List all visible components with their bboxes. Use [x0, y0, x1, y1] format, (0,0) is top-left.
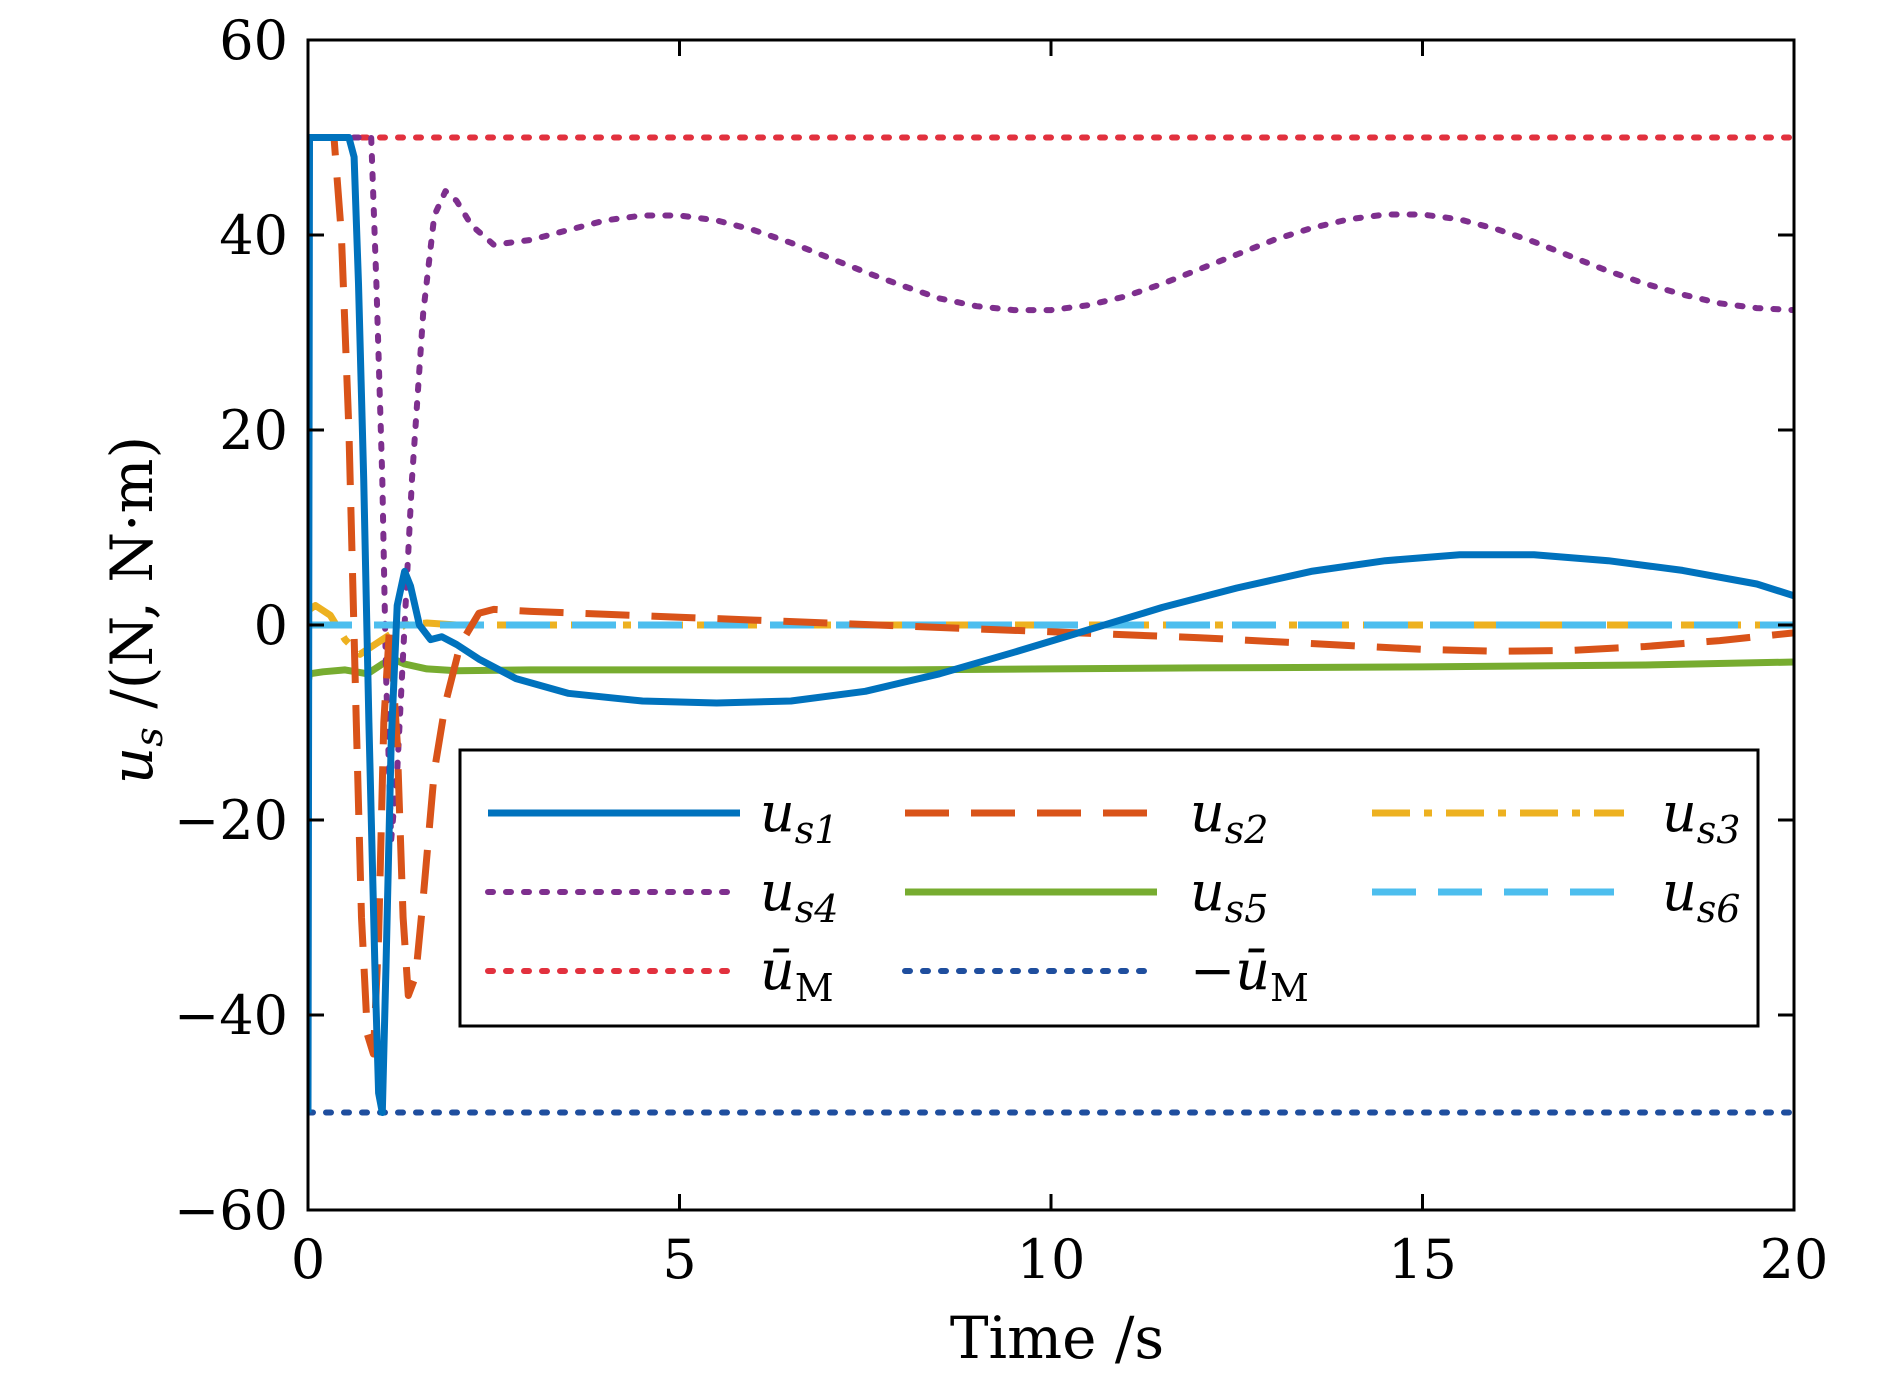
series-line-us5 [308, 655, 1794, 685]
y-tick-label: −40 [174, 984, 288, 1047]
y-tick-label: −60 [174, 1179, 288, 1242]
x-tick-label: 10 [1017, 1228, 1086, 1291]
y-tick-label: −20 [174, 789, 288, 852]
series-line-us1 [308, 134, 1794, 1116]
y-tick-label: 20 [219, 399, 288, 462]
legend-item-us5: us5 [905, 860, 1268, 931]
legend-label: us6 [1662, 860, 1740, 931]
x-tick-label: 5 [662, 1228, 696, 1291]
legend-item--u_M: −ūM [902, 939, 1309, 1010]
legend-label: us3 [1662, 781, 1740, 852]
legend-label: us2 [1190, 781, 1268, 852]
legend-item-us2: us2 [905, 781, 1268, 852]
x-tick-label: 20 [1760, 1228, 1829, 1291]
legend-item-us6: us6 [1372, 860, 1740, 931]
y-tick-label: 0 [254, 594, 288, 657]
x-axis-label: Time /s [950, 1304, 1164, 1372]
series-line-us2 [308, 134, 1794, 1058]
legend-label: us4 [760, 860, 838, 931]
y-axis-label-symbol: u [98, 747, 166, 784]
legend-item-us1: us1 [488, 781, 838, 852]
y-axis-label-sub: s [127, 727, 171, 747]
y-axis-label: us /(N, N·m) [98, 436, 171, 784]
y-tick-label: 60 [219, 9, 288, 72]
svg-text:us /(N, N·m): us /(N, N·m) [98, 436, 171, 784]
x-tick-label: 0 [291, 1228, 325, 1291]
legend-label: ūM [760, 939, 834, 1010]
legend-label: −ūM [1190, 939, 1309, 1010]
legend-label: us5 [1190, 860, 1268, 931]
legend-label: us1 [760, 781, 838, 852]
y-axis-label-units: /(N, N·m) [98, 436, 166, 727]
y-tick-label: 40 [219, 204, 288, 267]
series-line-us4 [308, 134, 1794, 843]
series-layer [308, 134, 1794, 1116]
legend-item-u_M: ūM [485, 939, 834, 1010]
legend-item-us3: us3 [1372, 781, 1740, 852]
legend: us1 us2 us3 us4 us5 us6 ūM −ūM [458, 748, 1760, 1028]
x-tick-label: 15 [1388, 1228, 1457, 1291]
ticks-layer: 0 5 10 15 20 −60 −40 −20 0 20 40 60 [174, 9, 1828, 1291]
legend-box [458, 748, 1760, 1028]
legend-item-us4: us4 [485, 860, 838, 931]
